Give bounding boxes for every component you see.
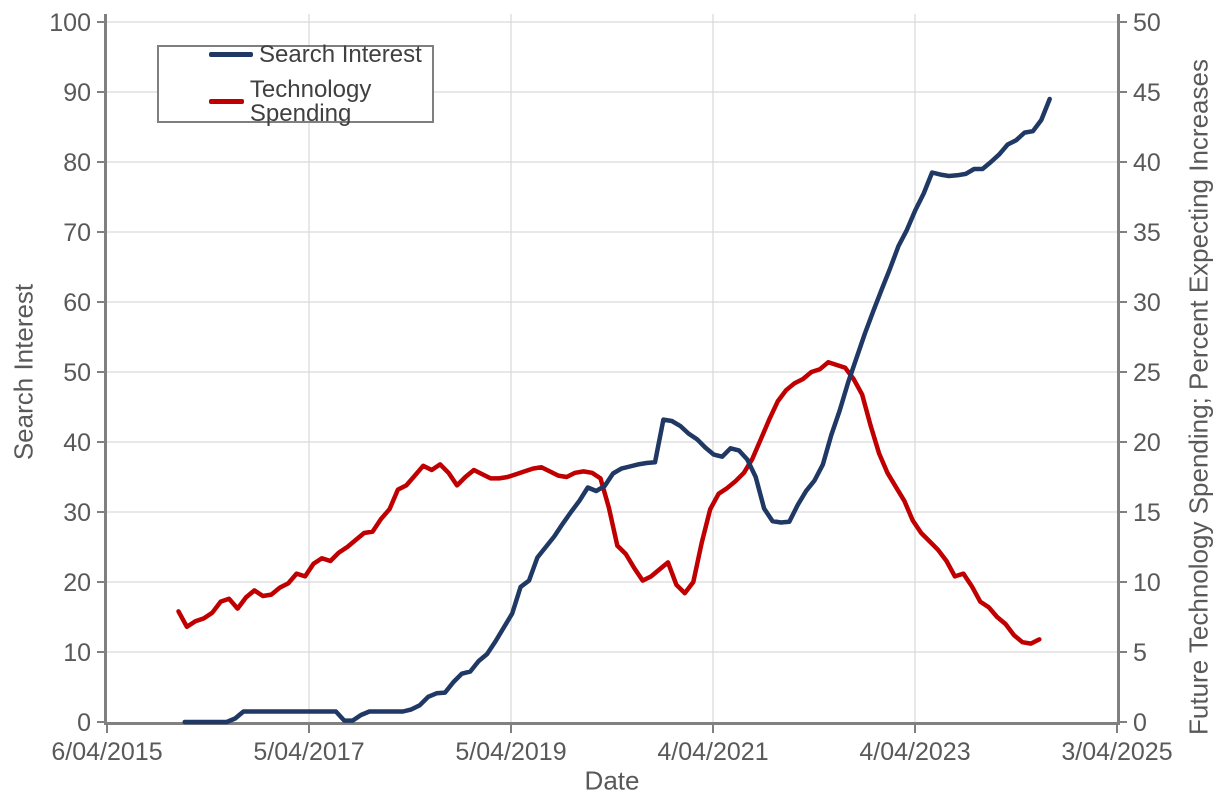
y-left-tick-label: 30 — [63, 499, 91, 527]
tick-marks — [97, 21, 1127, 733]
y-right-tick-label: 0 — [1133, 709, 1147, 737]
legend-label-technology-spending: Technology Spending — [249, 75, 372, 127]
y-axis-title-right: Future Technology Spending; Percent Expe… — [1183, 59, 1214, 735]
y-left-tick-label: 20 — [63, 569, 91, 597]
y-left-tick-label: 50 — [63, 359, 91, 387]
gridlines — [107, 14, 1117, 722]
x-tick-label: 3/04/2025 — [1061, 738, 1172, 766]
y-right-tick-label: 10 — [1133, 569, 1161, 597]
y-left-tick-label: 70 — [63, 219, 91, 247]
legend: Search Interest Technology Spending — [157, 40, 434, 127]
x-tick-label: 4/04/2021 — [657, 738, 768, 766]
y-right-tick-label: 25 — [1133, 359, 1161, 387]
y-left-tick-label: 100 — [49, 9, 91, 37]
y-right-tick-label: 5 — [1133, 639, 1147, 667]
legend-swatch-technology-spending — [209, 99, 244, 104]
legend-item-search-interest: Search Interest — [209, 40, 432, 68]
y-left-tick-label: 10 — [63, 639, 91, 667]
x-axis-title: Date — [584, 765, 640, 796]
y-right-tick-label: 50 — [1133, 9, 1161, 37]
y-left-tick-label: 60 — [63, 289, 91, 317]
legend-label-search-interest: Search Interest — [259, 40, 422, 68]
x-tick-label: 5/04/2019 — [455, 738, 566, 766]
x-tick-label: 5/04/2017 — [253, 738, 364, 766]
tick-labels: 0 10 20 30 40 50 60 70 80 90 100 0 5 10 15 20 25 30 35 40 45… — [49, 9, 1172, 766]
axes — [104, 14, 1120, 725]
y-left-tick-label: 0 — [77, 709, 91, 737]
y-right-tick-label: 15 — [1133, 499, 1161, 527]
series-technology-spending — [176, 359, 1042, 646]
legend-swatch-search-interest — [209, 52, 253, 57]
y-right-tick-label: 35 — [1133, 219, 1161, 247]
legend-item-technology-spending: Technology Spending — [209, 75, 432, 127]
x-tick-label: 4/04/2023 — [859, 738, 970, 766]
y-left-tick-label: 90 — [63, 79, 91, 107]
series-search-interest — [182, 96, 1052, 725]
y-left-tick-label: 40 — [63, 429, 91, 457]
y-axis-title-left: Search Interest — [8, 283, 39, 461]
y-right-tick-label: 30 — [1133, 289, 1161, 317]
y-left-tick-label: 80 — [63, 149, 91, 177]
x-tick-label: 6/04/2015 — [51, 738, 162, 766]
y-right-tick-label: 40 — [1133, 149, 1161, 177]
y-right-tick-label: 20 — [1133, 429, 1161, 457]
y-right-tick-label: 45 — [1133, 79, 1161, 107]
